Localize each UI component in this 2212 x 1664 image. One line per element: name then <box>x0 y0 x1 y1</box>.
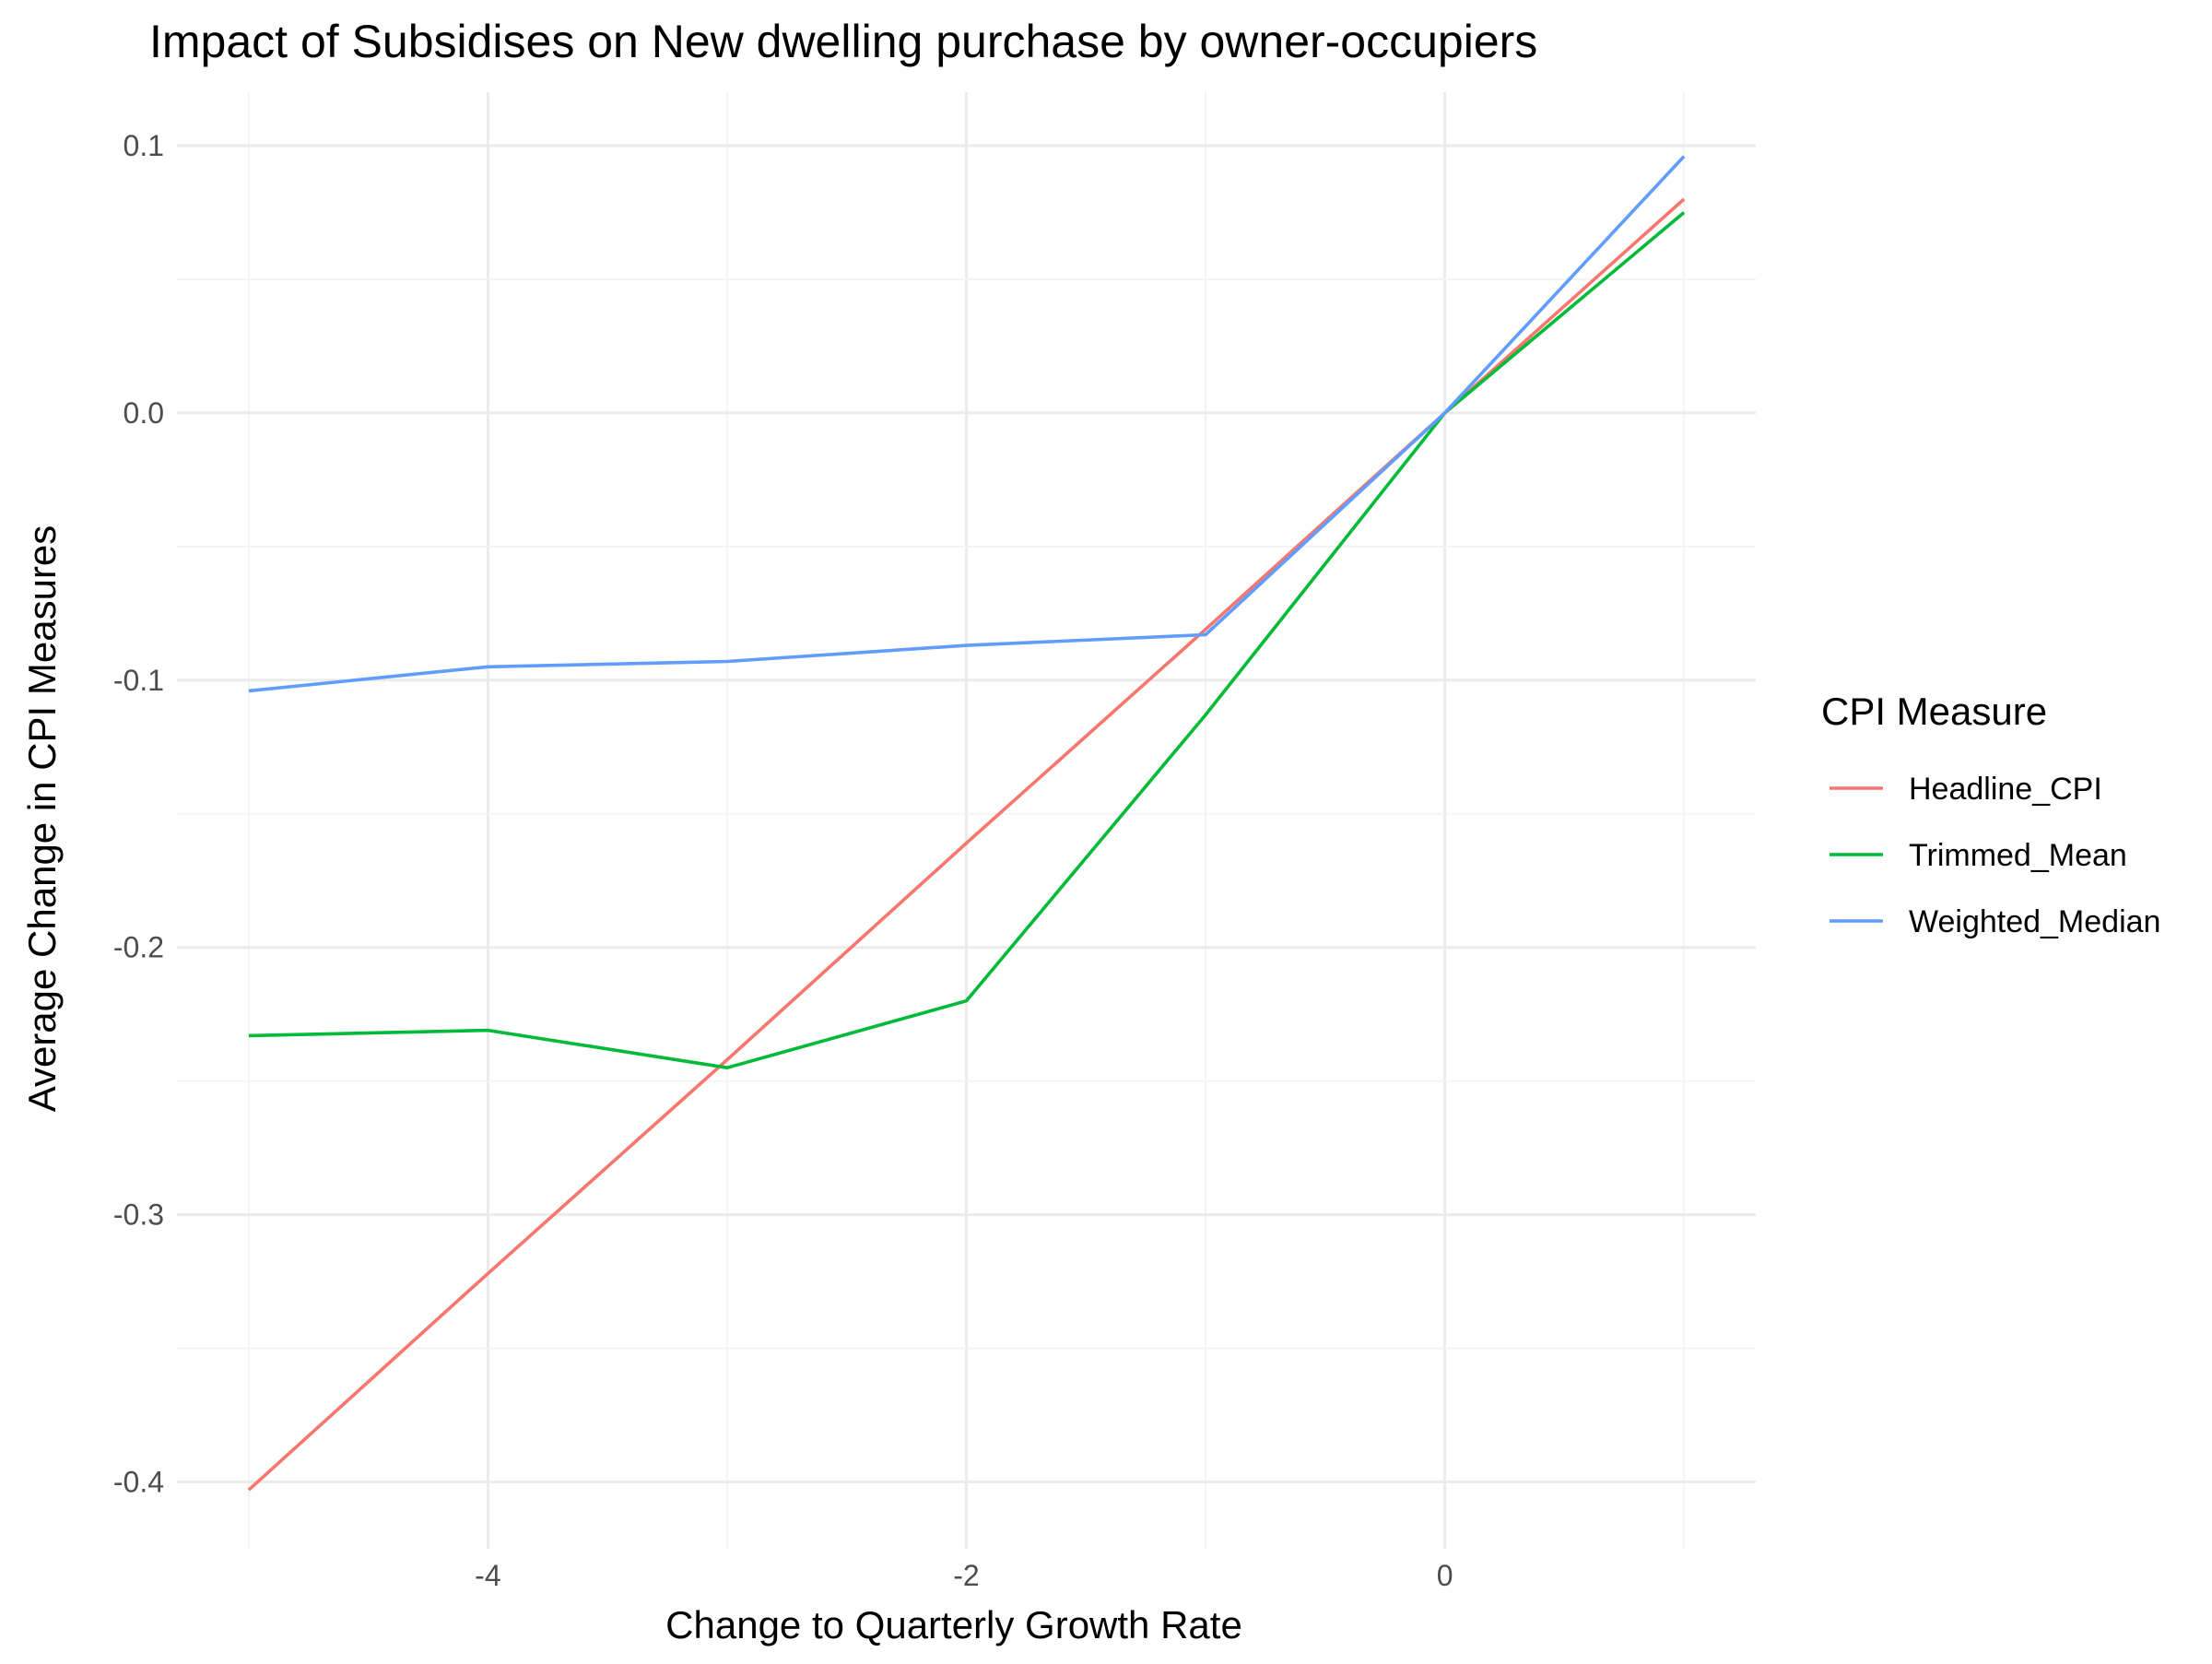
grid-layer <box>177 92 1756 1549</box>
legend-label: Weighted_Median <box>1909 904 2160 939</box>
legend-title: CPI Measure <box>1821 690 2047 733</box>
tick-layer: -0.4 -0.3 -0.2 -0.1 0.0 0.1 -4 -2 0 <box>113 129 1453 1592</box>
series-layer <box>247 155 1686 1492</box>
y-tick-label: 0.1 <box>124 129 164 162</box>
y-axis-title: Average Change in CPI Measures <box>20 525 64 1113</box>
legend: CPI Measure Headline_CPI Trimmed_Mean Weig… <box>1821 690 2160 939</box>
legend-items: Headline_CPI Trimmed_Mean Weighted_Median <box>1830 772 2160 939</box>
legend-item: Headline_CPI <box>1830 772 2102 807</box>
series-line-weighted-median <box>248 155 1686 693</box>
x-tick-label: -4 <box>475 1559 500 1592</box>
x-tick-label: 0 <box>1437 1559 1453 1592</box>
x-axis-title: Change to Quarterly Growth Rate <box>665 1603 1242 1646</box>
y-tick-label: -0.2 <box>113 931 164 964</box>
x-tick-label: -2 <box>953 1559 979 1592</box>
y-tick-label: -0.1 <box>113 664 164 697</box>
legend-item: Weighted_Median <box>1830 904 2160 939</box>
legend-label: Trimmed_Mean <box>1909 838 2127 873</box>
legend-label: Headline_CPI <box>1909 772 2102 807</box>
y-tick-label: 0.0 <box>124 396 164 430</box>
y-tick-label: -0.3 <box>113 1198 164 1232</box>
legend-item: Trimmed_Mean <box>1830 838 2127 873</box>
y-tick-label: -0.4 <box>113 1466 164 1499</box>
chart-title: Impact of Subsidises on New dwelling pur… <box>149 16 1537 67</box>
